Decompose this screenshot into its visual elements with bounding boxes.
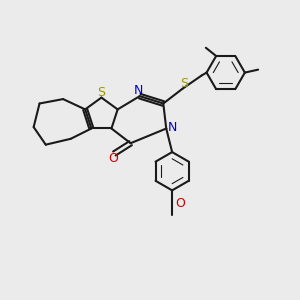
Text: O: O (108, 152, 118, 165)
Text: S: S (180, 77, 188, 90)
Text: S: S (98, 86, 105, 99)
Text: O: O (176, 197, 185, 210)
Text: N: N (134, 84, 143, 97)
Text: N: N (168, 122, 177, 134)
